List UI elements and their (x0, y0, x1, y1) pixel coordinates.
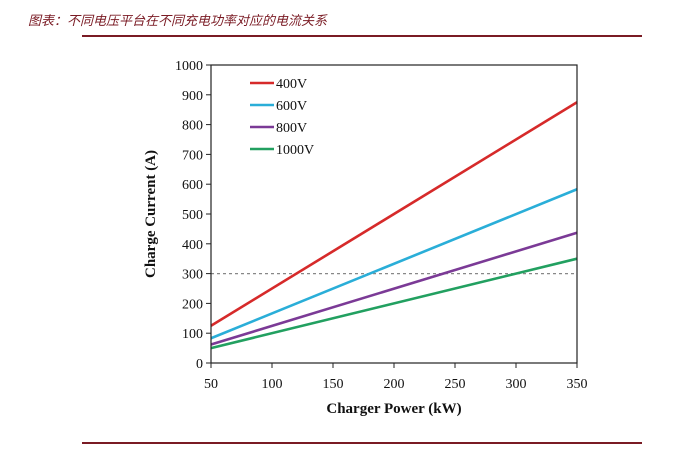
y-tick-label: 200 (182, 297, 203, 312)
figure-caption: 图表：不同电压平台在不同充电功率对应的电流关系 (28, 14, 328, 29)
y-tick-label: 1000 (175, 59, 203, 74)
y-tick-label: 900 (182, 89, 203, 104)
top-divider (82, 35, 642, 37)
y-axis-title: Charge Current (A) (143, 150, 159, 278)
legend-label-400v: 400V (276, 77, 307, 92)
legend-label-1000v: 1000V (276, 143, 314, 158)
x-tick-label: 300 (506, 377, 527, 392)
x-axis-title: Charger Power (kW) (326, 401, 461, 417)
x-tick-label: 350 (567, 377, 588, 392)
y-tick-label: 100 (182, 327, 203, 342)
x-tick-label: 100 (262, 377, 283, 392)
series-line-400v (210, 101, 578, 327)
bottom-divider (82, 442, 642, 444)
series-line-600v (210, 188, 578, 340)
series-line-1000v (210, 257, 578, 350)
y-tick-label: 300 (182, 268, 203, 283)
legend-label-800v: 800V (276, 121, 307, 136)
x-tick-label: 200 (384, 377, 405, 392)
y-tick-label: 800 (182, 119, 203, 134)
y-tick-label: 0 (196, 357, 203, 372)
legend-label-600v: 600V (276, 99, 307, 114)
y-tick-label: 700 (182, 148, 203, 163)
y-tick-label: 600 (182, 178, 203, 193)
x-tick-label: 150 (323, 377, 344, 392)
x-tick-label: 250 (445, 377, 466, 392)
y-tick-label: 400 (182, 238, 203, 253)
series-line-800v (210, 231, 578, 346)
x-tick-label: 50 (204, 377, 218, 392)
y-tick-label: 500 (182, 208, 203, 223)
